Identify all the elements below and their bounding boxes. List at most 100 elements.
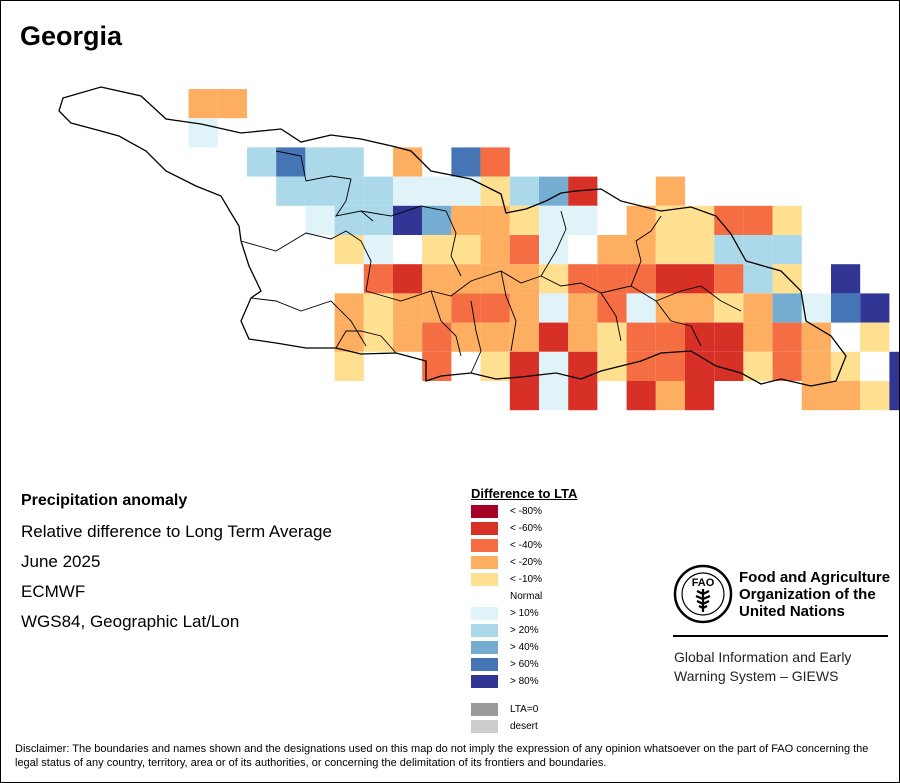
- grid-cell: [334, 147, 364, 177]
- grid-cell: [363, 176, 393, 206]
- grid-cell: [568, 381, 598, 411]
- legend-swatch: [471, 607, 498, 620]
- grid-cell: [305, 147, 335, 177]
- grid-cell: [831, 264, 861, 294]
- grid-cell: [422, 264, 452, 294]
- grid-cell: [451, 147, 481, 177]
- grid-cell: [480, 293, 510, 323]
- grid-cell: [480, 322, 510, 352]
- grid-cell: [772, 235, 802, 265]
- country-boundary: [58, 86, 847, 387]
- grid-cell: [655, 176, 685, 206]
- fao-logo-letters: FAO: [692, 577, 715, 589]
- disclaimer: Disclaimer: The boundaries and names sho…: [15, 743, 869, 769]
- grid-cell: [480, 264, 510, 294]
- grid-cell: [655, 264, 685, 294]
- grid-cell: [305, 205, 335, 235]
- grid-cell: [539, 293, 569, 323]
- legend-swatch: [471, 590, 498, 603]
- fao-logo-icon: FAO: [673, 564, 733, 624]
- grid-cell: [334, 322, 364, 352]
- grid-cell: [363, 264, 393, 294]
- grid-cell: [451, 293, 481, 323]
- anomaly-map: [58, 86, 899, 411]
- grid-cell: [539, 381, 569, 411]
- grid-cell: [714, 264, 744, 294]
- grid-cell: [655, 293, 685, 323]
- grid-cell: [363, 322, 393, 352]
- legend-label: > 80%: [510, 676, 539, 687]
- map-subtitle: Relative difference to Long Term Average: [21, 522, 332, 541]
- grid-cell: [451, 235, 481, 265]
- grid-cell: [860, 293, 890, 323]
- giews-label: Global Information and Early Warning Sys…: [674, 648, 851, 686]
- grid-cell: [655, 381, 685, 411]
- grid-cell: [568, 205, 598, 235]
- grid-cell: [626, 235, 656, 265]
- grid-cell: [509, 235, 539, 265]
- grid-cell: [831, 381, 861, 411]
- grid-cell: [422, 351, 452, 381]
- grid-cell: [480, 147, 510, 177]
- grid-cell: [772, 322, 802, 352]
- grid-cell: [393, 293, 423, 323]
- grid-cell: [743, 264, 773, 294]
- grid-cell: [539, 264, 569, 294]
- grid-cell: [276, 176, 306, 206]
- grid-cell: [334, 205, 364, 235]
- grid-cell: [626, 322, 656, 352]
- grid-cell: [393, 322, 423, 352]
- grid-cell: [509, 293, 539, 323]
- grid-cell: [597, 264, 627, 294]
- grid-cell: [334, 235, 364, 265]
- grid-cell: [626, 205, 656, 235]
- grid-cell: [597, 235, 627, 265]
- grid-cell: [568, 293, 598, 323]
- legend-label: desert: [510, 721, 538, 732]
- grid-cell: [393, 176, 423, 206]
- legend-swatch: [471, 556, 498, 569]
- grid-cell: [393, 147, 423, 177]
- fao-name-line: United Nations: [739, 603, 845, 620]
- legend-swatch: [471, 522, 498, 535]
- grid-cell: [685, 381, 715, 411]
- grid-cell: [422, 176, 452, 206]
- map-source: ECMWF: [21, 582, 86, 601]
- grid-cell: [480, 235, 510, 265]
- grid-cell: [422, 235, 452, 265]
- legend-label: Normal: [510, 591, 543, 602]
- grid-cell: [801, 293, 831, 323]
- legend-label: > 10%: [510, 608, 539, 619]
- grid-cell: [393, 264, 423, 294]
- grid-cell: [860, 322, 890, 352]
- grid-cell: [597, 351, 627, 381]
- region-boundaries: [240, 150, 742, 374]
- grid-cell: [889, 351, 899, 381]
- legend-label: LTA=0: [510, 704, 539, 715]
- legend-swatch: [471, 539, 498, 552]
- map-projection: WGS84, Geographic Lat/Lon: [21, 612, 240, 631]
- grid-cell: [626, 381, 656, 411]
- grid-cell: [539, 351, 569, 381]
- grid-cell: [305, 176, 335, 206]
- legend-swatch: [471, 573, 498, 586]
- grid-cell: [539, 322, 569, 352]
- giews-line: Warning System – GIEWS: [674, 668, 839, 684]
- grid-cell: [831, 293, 861, 323]
- legend-swatch: [471, 720, 498, 733]
- legend-swatch: [471, 658, 498, 671]
- legend-label: > 20%: [510, 625, 539, 636]
- grid-cell: [772, 264, 802, 294]
- legend-label: < -10%: [510, 574, 542, 585]
- legend-label: > 40%: [510, 642, 539, 653]
- grid-cell: [772, 293, 802, 323]
- grid-cell: [714, 293, 744, 323]
- grid-cell: [363, 235, 393, 265]
- legend-label: < -40%: [510, 540, 542, 551]
- grid-cell: [743, 205, 773, 235]
- grid-cell: [743, 235, 773, 265]
- grid-cell: [743, 322, 773, 352]
- legend-swatch: [471, 703, 498, 716]
- grid-cell: [860, 381, 890, 411]
